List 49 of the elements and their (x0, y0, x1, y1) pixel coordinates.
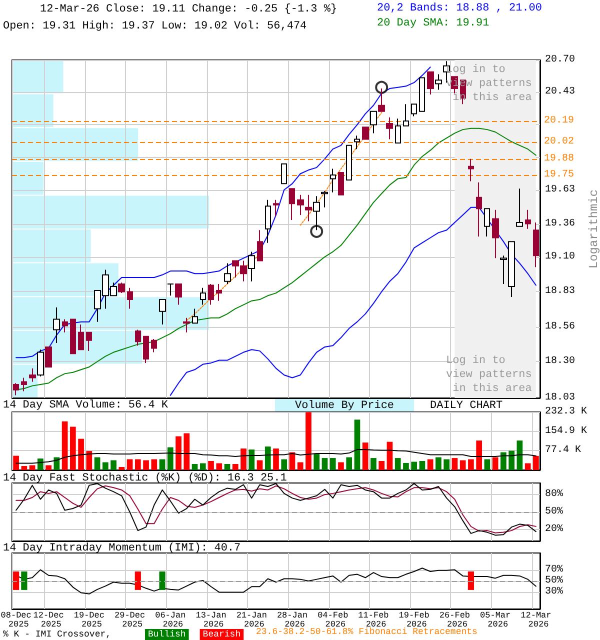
x-tick-label: 04-Feb 2026 (318, 610, 348, 630)
y-tick-label: 30% (545, 586, 564, 598)
x-tick-label: 05-Mar 2026 (480, 610, 511, 630)
text: DAILY CHART (430, 400, 504, 412)
legend-title: % K - IMI Crossover, (3, 630, 112, 640)
y-tick-label: 70% (545, 564, 564, 576)
y-tick-label: 80% (545, 489, 564, 500)
y-tick-label: 18.56 (545, 322, 576, 333)
y-tick-label: 19.36 (545, 218, 576, 230)
chart-title: 14 Day SMA Volume: 56.4 K (3, 400, 168, 412)
y-tick-label: 77.4 K (545, 445, 582, 456)
ref-line-label: 19.75 (544, 169, 574, 180)
x-tick-label: 12-Mar 2026 (520, 610, 552, 630)
y-tick-label: 18.03 (545, 392, 576, 404)
chart-title: 14 Day Intraday Momentum (IMI): 40.7 (3, 542, 241, 554)
x-tick-label: 08-Dec 2025 (0, 610, 32, 630)
y-tick-label: 154.9 K (545, 426, 588, 437)
x-tick-label: 13-Jan 2026 (196, 610, 226, 630)
text: 20,2 Bands: 18.88 , 21.00 (376, 2, 542, 14)
y-axis-title: Logarithmic (587, 189, 600, 269)
text: 23.6-38.2-50-61.8% Fibonacci Retracements (256, 627, 478, 637)
y-tick-label: 19.63 (545, 184, 576, 196)
y-tick-label: 20% (545, 524, 564, 535)
y-tick-label: 18.30 (545, 356, 576, 368)
x-tick-label: 06-Jan 2026 (155, 610, 186, 630)
text: Bullish (148, 630, 186, 640)
y-tick-label: 20.70 (545, 54, 576, 66)
text: Bearish (202, 630, 241, 640)
chart-subtitle: Open: 19.31 High: 19.37 Low: 19.02 Vol: 56,474 (3, 20, 308, 32)
y-tick-label: 18.83 (545, 286, 576, 298)
x-tick-label: 21-Jan 2026 (236, 610, 267, 630)
x-tick-label: 29-Dec 2025 (114, 610, 146, 630)
x-tick-label: 28-Jan 2026 (276, 610, 308, 630)
chart-title: 14 Day Fast Stochastic (%K) (%D): 16.3 25.1 (3, 472, 288, 484)
ref-line-label: 20.02 (544, 136, 574, 148)
chart-title: 12-Mar-26 Close: 19.11 Change: -0.25 {-1.3 %} (40, 4, 338, 16)
text: Volume By Price (295, 400, 394, 412)
y-tick-label: 20.43 (545, 86, 576, 98)
y-tick-label: 50% (545, 506, 564, 518)
annotation: Log in to view patterns in this area (446, 355, 532, 395)
x-tick-label: 12-Dec 2025 (33, 610, 64, 630)
ref-line-label: 19.88 (544, 153, 574, 164)
y-tick-label: 50% (545, 576, 564, 586)
x-tick-label: 26-Feb 2026 (439, 610, 470, 630)
x-tick-label: 19-Dec 2025 (74, 610, 104, 630)
y-tick-label: 232.3 K (545, 406, 588, 418)
text: 20 Day SMA: 19.91 (376, 18, 490, 30)
y-tick-label: 19.10 (545, 251, 576, 262)
ref-line-label: 20.19 (544, 116, 574, 127)
